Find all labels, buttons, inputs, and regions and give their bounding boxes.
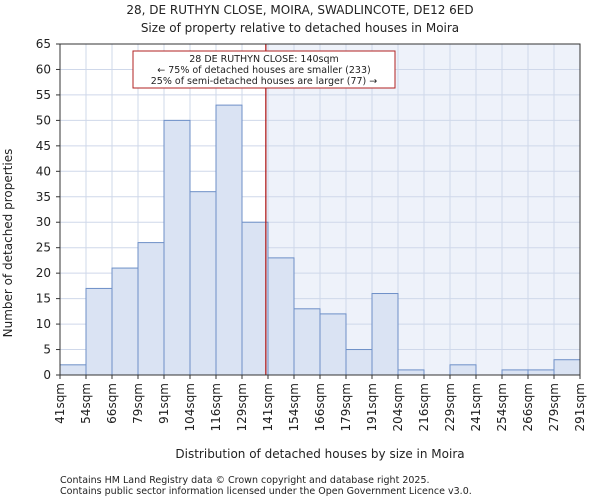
y-tick-label: 65 [36,37,51,51]
annotation-line-3: 25% of semi-detached houses are larger (… [151,76,378,87]
x-tick-label: 291sqm [573,383,587,431]
y-tick-label: 30 [36,215,51,229]
property-annotation: 28 DE RUTHYN CLOSE: 140sqm ← 75% of deta… [132,50,396,89]
x-tick-label: 79sqm [131,383,145,424]
x-tick-label: 91sqm [157,383,171,424]
y-tick-label: 15 [36,292,51,306]
y-tick-label: 20 [36,266,51,280]
x-tick-label: 204sqm [391,383,405,431]
bar [163,119,191,376]
x-tick-label: 129sqm [235,383,249,431]
y-axis: 0 5 10 15 20 25 30 35 40 45 50 55 60 65 [36,37,60,382]
y-tick-label: 5 [43,343,51,357]
x-tick-label: 104sqm [183,383,197,431]
x-tick-label: 166sqm [313,383,327,431]
y-tick-label: 45 [36,139,51,153]
x-tick-label: 279sqm [547,383,561,431]
chart-subtitle: Size of property relative to detached ho… [141,21,459,35]
bar [319,313,347,376]
bar [267,257,295,376]
x-tick-label: 116sqm [209,383,223,431]
annotation-box [132,50,396,89]
x-axis-label: Distribution of detached houses by size … [175,447,464,461]
bar [59,364,87,376]
y-tick-label: 60 [36,62,51,76]
bar [345,349,373,376]
x-tick-label: 229sqm [443,383,457,431]
x-tick-label: 266sqm [521,383,535,431]
bar [293,308,321,376]
y-tick-label: 35 [36,190,51,204]
footer-line-2: Contains public sector information licen… [60,486,472,497]
bar [553,359,581,376]
y-tick-label: 50 [36,113,51,127]
y-tick-label: 10 [36,317,51,331]
x-tick-label: 141sqm [261,383,275,431]
annotation-line-1: 28 DE RUTHYN CLOSE: 140sqm [189,54,339,65]
y-tick-label: 25 [36,241,51,255]
bars [59,104,581,376]
y-tick-label: 0 [43,368,51,382]
y-tick-label: 40 [36,164,51,178]
chart-title: 28, DE RUTHYN CLOSE, MOIRA, SWADLINCOTE,… [126,3,473,17]
annotation-line-2: ← 75% of detached houses are smaller (23… [157,65,370,76]
x-tick-label: 54sqm [79,383,93,424]
footer-line-1: Contains HM Land Registry data © Crown c… [60,475,430,486]
bar [527,369,555,376]
x-tick-label: 241sqm [469,383,483,431]
x-tick-label: 41sqm [53,383,67,424]
bar [85,287,113,376]
x-tick-label: 191sqm [365,383,379,431]
bar [501,369,529,376]
x-tick-label: 254sqm [495,383,509,431]
bar [137,242,165,376]
bar [111,267,139,376]
x-axis: 41sqm 54sqm 66sqm 79sqm 91sqm 104sqm 116sqm 129… [53,375,587,431]
x-tick-label: 216sqm [417,383,431,431]
bar [215,104,243,376]
bar [449,364,477,376]
bar [189,191,217,376]
x-tick-label: 66sqm [105,383,119,424]
y-tick-label: 55 [36,88,51,102]
bar [397,369,425,376]
x-tick-label: 154sqm [287,383,301,431]
y-axis-label: Number of detached properties [1,149,15,338]
bar [371,293,399,376]
x-tick-label: 179sqm [339,383,353,431]
bar [241,221,269,376]
